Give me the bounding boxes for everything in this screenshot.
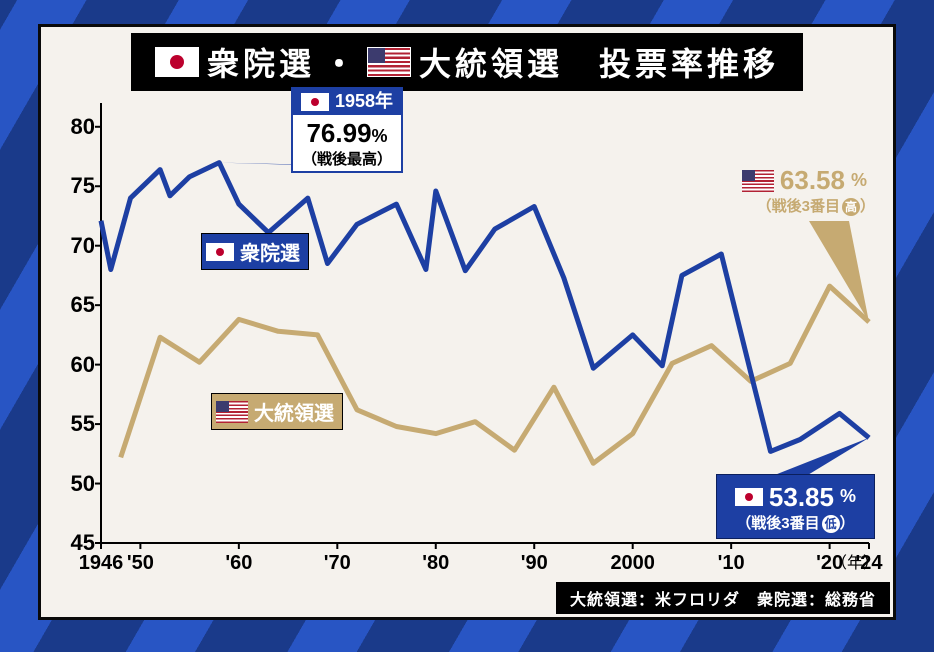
x-tick: '80 (422, 552, 449, 575)
jp-low-note-badge: 低 (822, 515, 840, 533)
y-tick: 60 (55, 352, 95, 378)
series-label-jp: 衆院選 (201, 233, 309, 270)
us-line (121, 286, 869, 463)
us-note-pre: （戦後3番目 (757, 198, 840, 215)
jp-low-pct: % (840, 486, 856, 508)
series-jp-text: 衆院選 (240, 237, 300, 266)
series-us-text: 大統領選 (254, 397, 334, 426)
japan-flag-icon (206, 243, 234, 261)
title-seg1: 衆院選 (207, 39, 315, 85)
peak-callout: 1958年 76.99% （戦後最高） (291, 87, 403, 173)
x-tick: '20 (816, 552, 843, 575)
japan-flag-icon (735, 488, 763, 506)
japan-flag-icon (301, 93, 329, 111)
x-tick: 1946 (79, 552, 124, 575)
chart-container: 衆院選 ・ 大統領選 投票率推移 1958年 76.99% （戦後最高） 衆院選 (38, 24, 896, 620)
us-value: 63.58 (780, 165, 845, 196)
jp-low-note-post: ） (840, 515, 855, 532)
us-flag-icon (742, 170, 774, 192)
x-tick: '50 (127, 552, 154, 575)
chart-title-bar: 衆院選 ・ 大統領選 投票率推移 (131, 33, 803, 91)
us-flag-icon (367, 47, 411, 77)
title-seg2: 大統領選 投票率推移 (419, 39, 779, 85)
jp-latest-callout: 53.85% （戦後3番目低） (716, 474, 875, 539)
plot-area: 1958年 76.99% （戦後最高） 衆院選 大統領選 63.58% （戦後3… (101, 103, 869, 543)
us-note-post: ） (860, 198, 875, 215)
source-attribution: 大統領選：米フロリダ 衆院選：総務省 (556, 582, 890, 614)
us-note-badge: 高 (842, 198, 860, 216)
y-tick: 50 (55, 471, 95, 497)
x-tick: '90 (521, 552, 548, 575)
x-tick: '60 (225, 552, 252, 575)
title-dot: ・ (323, 39, 359, 85)
x-tick: 2000 (610, 552, 655, 575)
y-tick: 55 (55, 411, 95, 437)
y-tick: 65 (55, 292, 95, 318)
peak-year: 1958年 (335, 91, 393, 113)
jp-low-note-pre: （戦後3番目 (736, 515, 819, 532)
us-latest-callout: 63.58% （戦後3番目高） (734, 163, 875, 216)
jp-low-value: 53.85 (769, 482, 834, 513)
us-pct: % (851, 170, 867, 192)
us-flag-icon (216, 401, 248, 423)
x-tick: '70 (324, 552, 351, 575)
series-label-us: 大統領選 (211, 393, 343, 430)
x-tick: '24 (855, 552, 882, 575)
peak-pct: % (372, 126, 388, 146)
y-tick: 75 (55, 173, 95, 199)
peak-note: （戦後最高） (293, 151, 401, 171)
x-tick: '10 (718, 552, 745, 575)
y-tick: 80 (55, 114, 95, 140)
peak-value: 76.99 (306, 118, 371, 148)
japan-flag-icon (155, 47, 199, 77)
y-tick: 70 (55, 233, 95, 259)
